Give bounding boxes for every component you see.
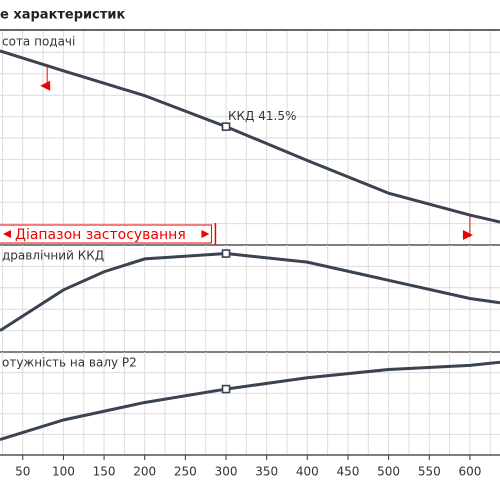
chart-title: е характеристик xyxy=(0,8,126,23)
x-tick-label: 400 xyxy=(296,465,319,479)
operating-point xyxy=(221,249,231,258)
panel-title: дравлічний ККД xyxy=(2,249,104,263)
x-tick-label: 600 xyxy=(458,465,481,479)
range-arrow xyxy=(3,230,11,238)
operating-point xyxy=(221,384,231,394)
operating-point xyxy=(221,122,231,131)
x-tick-label: 50 xyxy=(15,465,30,479)
x-tick-label: 450 xyxy=(337,465,360,479)
range-label: Діапазон застосування xyxy=(15,227,186,243)
panel-title: сота подачі xyxy=(2,35,75,49)
x-tick-label: 250 xyxy=(174,465,197,479)
x-tick-label: 500 xyxy=(377,465,400,479)
range-arrow xyxy=(201,230,210,238)
curve xyxy=(0,252,500,332)
x-tick-label: 100 xyxy=(52,465,75,479)
range-box xyxy=(0,224,212,244)
range-arrow xyxy=(40,80,51,91)
x-tick-label: 200 xyxy=(133,465,156,479)
x-tick-label: 550 xyxy=(418,465,441,479)
x-tick-label: 350 xyxy=(255,465,278,479)
x-tick-label: 300 xyxy=(215,465,238,479)
range-arrow xyxy=(462,230,473,241)
curve xyxy=(0,49,500,224)
annotation: ККД 41.5% xyxy=(228,109,296,123)
panel-title: отужність на валу P2 xyxy=(2,356,137,370)
curve xyxy=(0,360,500,441)
x-tick-label: 150 xyxy=(93,465,116,479)
